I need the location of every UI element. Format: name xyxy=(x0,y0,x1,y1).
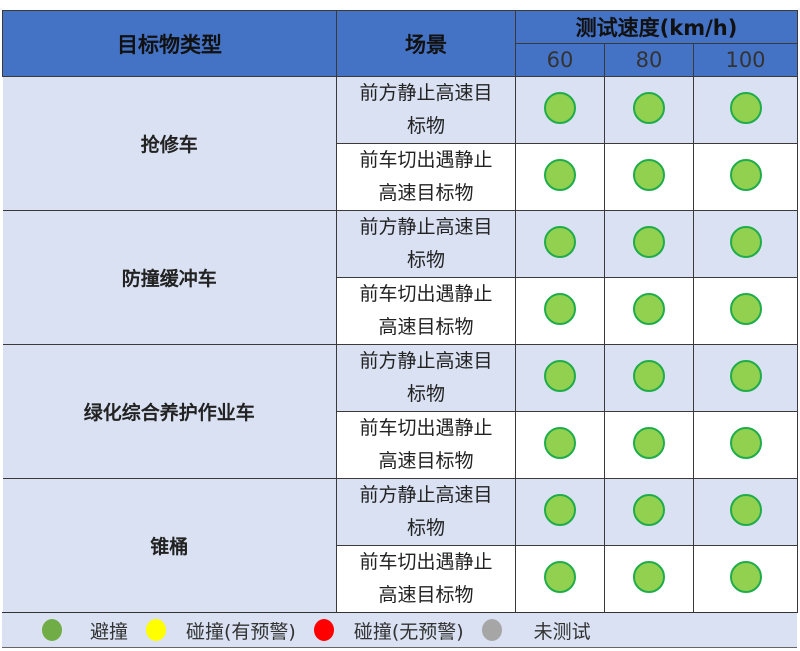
result-cell xyxy=(692,76,799,144)
legend: 避撞 碰撞(有预警) 碰撞(无预警) 未测试 xyxy=(2,612,797,648)
scenario-text: 前方静止高速目标物 xyxy=(359,82,493,137)
result-cell xyxy=(604,545,694,613)
result-circle-icon xyxy=(633,159,665,191)
header-speed: 测试速度(km/h) xyxy=(514,10,799,44)
legend-circle-icon xyxy=(313,619,334,641)
result-circle-icon xyxy=(633,561,665,593)
target-type-cell: 锥桶 xyxy=(2,478,337,613)
scenario-cell: 前方静止高速目标物 xyxy=(336,344,516,412)
result-cell xyxy=(692,478,799,546)
target-type-cell: 防撞缓冲车 xyxy=(2,210,337,345)
result-cell xyxy=(515,76,605,144)
result-circle-icon xyxy=(633,226,665,258)
table-row: 前车切出遇静止高速目标物 xyxy=(3,545,799,613)
result-circle-icon xyxy=(729,494,762,526)
header-speed-80: 80 xyxy=(604,43,694,77)
scenario-cell: 前车切出遇静止高速目标物 xyxy=(336,143,516,211)
target-type-cell: 抢修车 xyxy=(2,76,337,211)
result-circle-icon xyxy=(729,92,762,124)
result-cell xyxy=(604,76,694,144)
result-cell xyxy=(604,344,694,412)
result-circle-icon xyxy=(729,427,762,459)
result-circle-icon xyxy=(633,92,665,124)
result-cell xyxy=(604,143,694,211)
result-circle-icon xyxy=(544,427,576,459)
results-table: 目标物类型 场景 测试速度(km/h) 60 80 100 抢修车 前方静止高速目… xyxy=(2,10,799,613)
scenario-cell: 前方静止高速目标物 xyxy=(336,478,516,546)
result-circle-icon xyxy=(729,561,762,593)
result-circle-icon xyxy=(729,159,762,191)
scenario-cell: 前方静止高速目标物 xyxy=(336,76,516,144)
result-cell xyxy=(604,411,694,479)
header-speed-60: 60 xyxy=(515,43,605,77)
result-circle-icon xyxy=(544,92,576,124)
legend-label: 避撞 xyxy=(90,620,129,643)
result-cell xyxy=(515,210,605,278)
result-circle-icon xyxy=(729,226,762,258)
result-cell xyxy=(692,545,799,613)
table-row: 防撞缓冲车 前方静止高速目标物 xyxy=(2,210,799,345)
result-circle-icon xyxy=(544,494,576,526)
header-target-type: 目标物类型 xyxy=(2,10,337,77)
header-scenario: 场景 xyxy=(336,10,516,77)
table-row: 前车切出遇静止高速目标物 xyxy=(3,277,799,345)
result-circle-icon xyxy=(633,427,665,459)
scenario-text: 前方静止高速目标物 xyxy=(359,216,493,271)
result-cell xyxy=(692,143,799,211)
result-cell xyxy=(692,344,799,412)
table-row: 绿化综合养护作业车 前方静止高速目标物 xyxy=(2,344,799,479)
scenario-cell: 前车切出遇静止高速目标物 xyxy=(336,411,516,479)
result-cell xyxy=(604,210,694,278)
result-cell xyxy=(692,277,799,345)
result-circle-icon xyxy=(544,360,576,392)
scenario-text: 前车切出遇静止高速目标物 xyxy=(359,149,493,204)
result-circle-icon xyxy=(544,293,576,325)
result-circle-icon xyxy=(633,293,665,325)
result-cell xyxy=(515,411,605,479)
result-cell xyxy=(515,143,605,211)
header-speed-100: 100 xyxy=(692,43,799,77)
result-circle-icon xyxy=(544,226,576,258)
result-cell xyxy=(515,344,605,412)
scenario-text: 前方静止高速目标物 xyxy=(359,350,493,405)
scenario-cell: 前车切出遇静止高速目标物 xyxy=(336,277,516,345)
result-circle-icon xyxy=(729,293,762,325)
result-circle-icon xyxy=(633,360,665,392)
scenario-cell: 前方静止高速目标物 xyxy=(336,210,516,278)
result-circle-icon xyxy=(544,561,576,593)
result-circle-icon xyxy=(633,494,665,526)
table-row: 前车切出遇静止高速目标物 xyxy=(3,143,799,211)
target-type-cell: 绿化综合养护作业车 xyxy=(2,344,337,479)
result-cell xyxy=(692,210,799,278)
result-cell xyxy=(604,478,694,546)
legend-label: 碰撞(无预警) xyxy=(353,620,464,643)
result-cell xyxy=(515,545,605,613)
result-circle-icon xyxy=(544,159,576,191)
scenario-text: 前方静止高速目标物 xyxy=(359,484,493,539)
table-row: 抢修车 前方静止高速目标物 xyxy=(2,76,799,211)
table-row: 前车切出遇静止高速目标物 xyxy=(3,411,799,479)
legend-circle-icon xyxy=(42,619,62,641)
legend-label: 未测试 xyxy=(533,620,591,643)
scenario-text: 前车切出遇静止高速目标物 xyxy=(359,417,493,472)
legend-circle-icon xyxy=(481,619,502,641)
result-circle-icon xyxy=(729,360,762,392)
result-cell xyxy=(604,277,694,345)
result-cell xyxy=(515,478,605,546)
result-cell xyxy=(692,411,799,479)
scenario-text: 前车切出遇静止高速目标物 xyxy=(359,283,493,338)
legend-label: 碰撞(有预警) xyxy=(186,620,296,643)
table-row: 锥桶 前方静止高速目标物 xyxy=(2,478,799,613)
scenario-text: 前车切出遇静止高速目标物 xyxy=(359,551,493,606)
result-cell xyxy=(515,277,605,345)
scenario-cell: 前车切出遇静止高速目标物 xyxy=(336,545,516,613)
legend-circle-icon xyxy=(146,619,167,641)
